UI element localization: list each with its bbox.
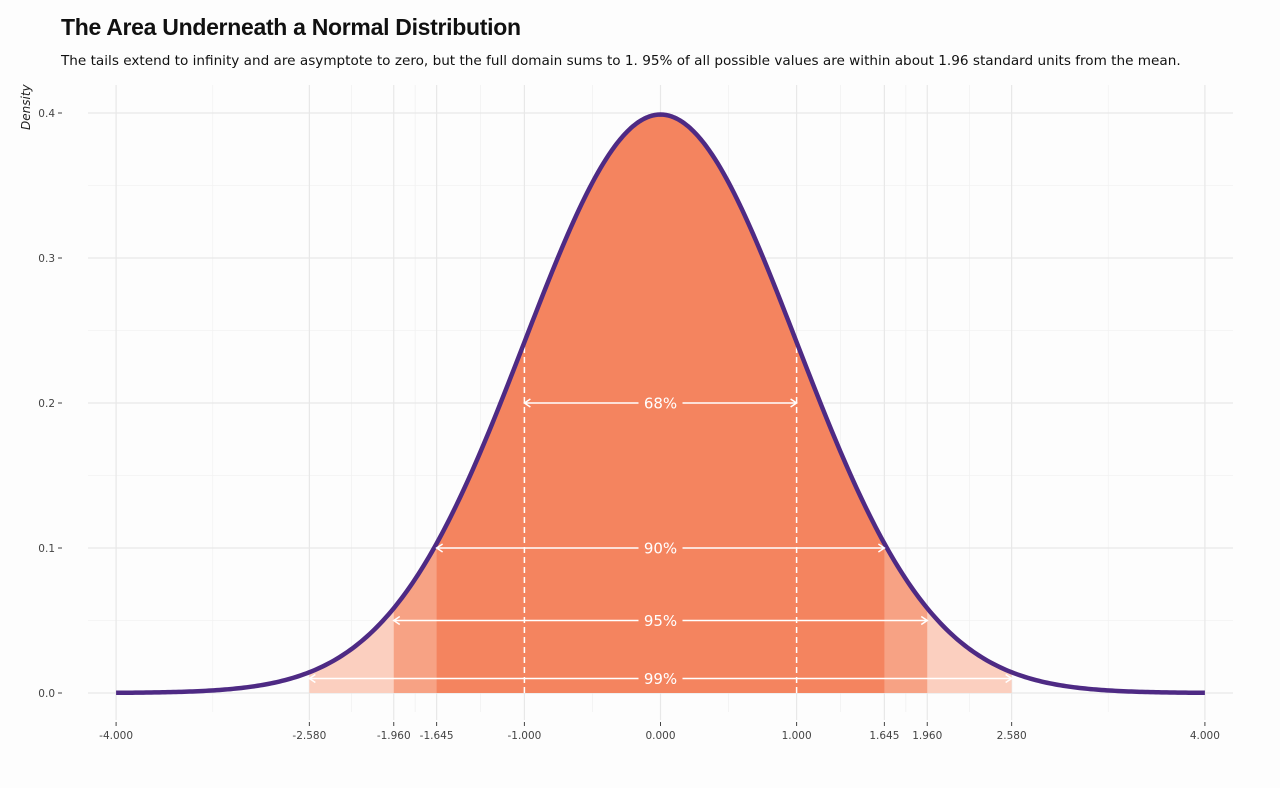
density-curve <box>116 112 1205 696</box>
y-tick-label: 0.0 <box>38 688 55 700</box>
arrowhead-right-icon <box>920 615 929 626</box>
arrowhead-right-icon <box>1005 673 1013 684</box>
y-tick-label: 0.4 <box>38 108 55 120</box>
x-tick-label: 2.580 <box>997 730 1027 742</box>
arrowhead-left-icon <box>308 673 316 684</box>
x-tick-label: 1.000 <box>782 730 812 742</box>
y-tick-label: 0.1 <box>38 543 55 555</box>
x-tick-label: 1.645 <box>869 730 899 742</box>
chart-title: The Area Underneath a Normal Distributio… <box>61 14 521 40</box>
x-tick-label: 4.000 <box>1190 730 1220 742</box>
arrowhead-right-icon <box>790 398 798 408</box>
x-tick-label: -4.000 <box>99 730 133 742</box>
y-tick-label: 0.2 <box>38 398 55 410</box>
arrowhead-left-icon <box>435 543 444 553</box>
x-tick-label: -1.645 <box>420 730 454 742</box>
y-tick-label: 0.3 <box>38 253 55 265</box>
interval-label: 99% <box>644 670 677 688</box>
arrowhead-right-icon <box>877 543 886 553</box>
x-tick-label: -1.000 <box>507 730 541 742</box>
arrowhead-left-icon <box>392 615 401 626</box>
interval-label: 95% <box>644 612 677 630</box>
chart-subtitle: The tails extend to infinity and are asy… <box>61 53 1181 69</box>
interval-label: 68% <box>644 395 677 413</box>
x-tick-label: 0.000 <box>645 730 675 742</box>
interval-label: 90% <box>644 540 677 558</box>
x-tick-label: -2.580 <box>292 730 326 742</box>
x-tick-label: -1.960 <box>377 730 411 742</box>
arrowhead-left-icon <box>523 398 531 408</box>
x-tick-label: 1.960 <box>912 730 942 742</box>
